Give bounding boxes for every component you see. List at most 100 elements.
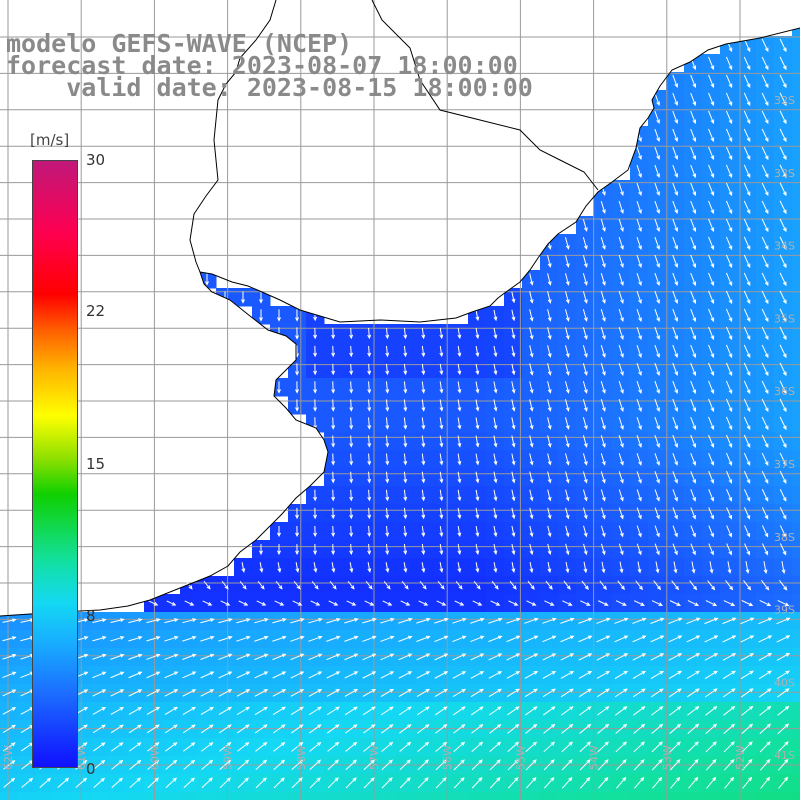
latitude-label: 40S: [774, 676, 795, 689]
wind-arrow: [511, 562, 516, 574]
wind-arrow: [236, 635, 251, 642]
wind-arrow: [457, 363, 462, 376]
wind-arrow: [221, 580, 229, 590]
ocean-cell: [792, 54, 800, 73]
wind-arrow: [185, 580, 193, 590]
wind-arrow: [689, 580, 698, 591]
wind-arrow: [277, 327, 281, 340]
wind-arrow: [704, 617, 719, 625]
wind-arrow: [614, 670, 629, 679]
wind-arrow: [708, 200, 715, 215]
wind-arrow: [416, 617, 431, 624]
wind-arrow: [600, 309, 606, 322]
wind-arrow: [690, 471, 697, 484]
wind-arrow: [547, 453, 552, 466]
ocean-cell: [450, 792, 469, 800]
ocean-cell: [792, 108, 800, 127]
ocean-cell: [792, 486, 800, 505]
wind-arrow: [511, 363, 516, 376]
wind-arrow: [654, 128, 660, 143]
wind-arrow: [726, 489, 733, 502]
ocean-cell: [792, 540, 800, 559]
wind-arrow: [654, 92, 660, 107]
wind-arrow: [672, 525, 678, 538]
wind-arrow: [381, 724, 394, 734]
wind-arrow: [439, 471, 444, 484]
wind-arrow: [219, 759, 232, 770]
wind-arrow: [777, 741, 789, 753]
wind-arrow: [439, 525, 444, 538]
wind-arrow: [146, 618, 161, 624]
wind-arrow: [740, 653, 755, 661]
wind-arrow: [488, 635, 503, 643]
wind-arrow: [380, 635, 395, 642]
ocean-cell: [432, 792, 451, 800]
wind-arrow: [453, 741, 466, 752]
wind-arrow: [761, 182, 769, 197]
wind-arrow: [654, 434, 660, 448]
wind-arrow: [457, 562, 462, 573]
wind-arrow: [363, 741, 376, 752]
wind-arrow: [564, 237, 570, 250]
forecast-date: forecast date: 2023-08-07 18:00:00: [6, 51, 518, 80]
wind-arrow: [128, 618, 143, 624]
wind-arrow: [367, 363, 372, 376]
wind-arrow: [236, 618, 251, 624]
wind-arrow: [672, 254, 679, 269]
wind-arrow: [421, 489, 426, 502]
wind-arrow: [277, 562, 282, 573]
wind-arrow: [565, 507, 570, 520]
wind-arrow: [651, 741, 663, 753]
wind-arrow: [618, 272, 624, 286]
wind-arrow: [725, 380, 733, 395]
wind-arrow: [761, 272, 769, 287]
wind-arrow: [439, 489, 444, 502]
wind-arrow: [761, 507, 769, 520]
wind-arrow: [690, 543, 696, 556]
wind-arrow: [506, 617, 521, 624]
wind-arrow: [690, 74, 697, 89]
wind-arrow: [777, 599, 790, 607]
wind-arrow: [399, 741, 412, 752]
wind-arrow: [493, 327, 498, 340]
wind-arrow: [275, 580, 283, 590]
wind-arrow: [704, 688, 718, 698]
wind-arrow: [690, 110, 697, 125]
wind-arrow: [565, 435, 570, 448]
wind-arrow: [636, 308, 642, 322]
wind-arrow: [453, 724, 466, 734]
wind-arrow: [219, 777, 231, 789]
wind-arrow: [417, 759, 429, 771]
wind-arrow: [524, 671, 539, 679]
wind-arrow: [743, 489, 751, 502]
wind-arrow: [2, 636, 17, 642]
wind-arrow: [759, 723, 772, 735]
wind-arrow: [582, 273, 588, 286]
wind-arrow: [725, 308, 733, 323]
wind-arrow: [779, 146, 787, 161]
wind-arrow: [398, 635, 413, 642]
wind-arrow: [617, 580, 625, 591]
wind-arrow: [506, 688, 520, 698]
wind-arrow: [547, 309, 552, 322]
wind-arrow: [471, 741, 484, 752]
wind-arrow: [743, 74, 751, 89]
wind-arrow: [147, 759, 160, 770]
wind-arrow: [561, 723, 574, 734]
wind-arrow: [686, 688, 700, 698]
wind-arrow: [744, 507, 751, 520]
wind-arrow: [367, 327, 372, 340]
wind-arrow: [687, 706, 700, 716]
wind-arrow: [147, 742, 160, 752]
wind-arrow: [471, 724, 484, 734]
wind-arrow: [708, 182, 715, 197]
wind-arrow: [672, 74, 679, 89]
wind-arrow: [295, 525, 300, 538]
wind-arrow: [529, 291, 534, 304]
wind-arrow: [618, 416, 624, 430]
wind-arrow: [362, 635, 377, 642]
wind-arrow: [582, 363, 588, 376]
wind-arrow: [362, 653, 377, 661]
wind-arrow: [326, 617, 341, 624]
wind-arrow: [725, 236, 733, 251]
